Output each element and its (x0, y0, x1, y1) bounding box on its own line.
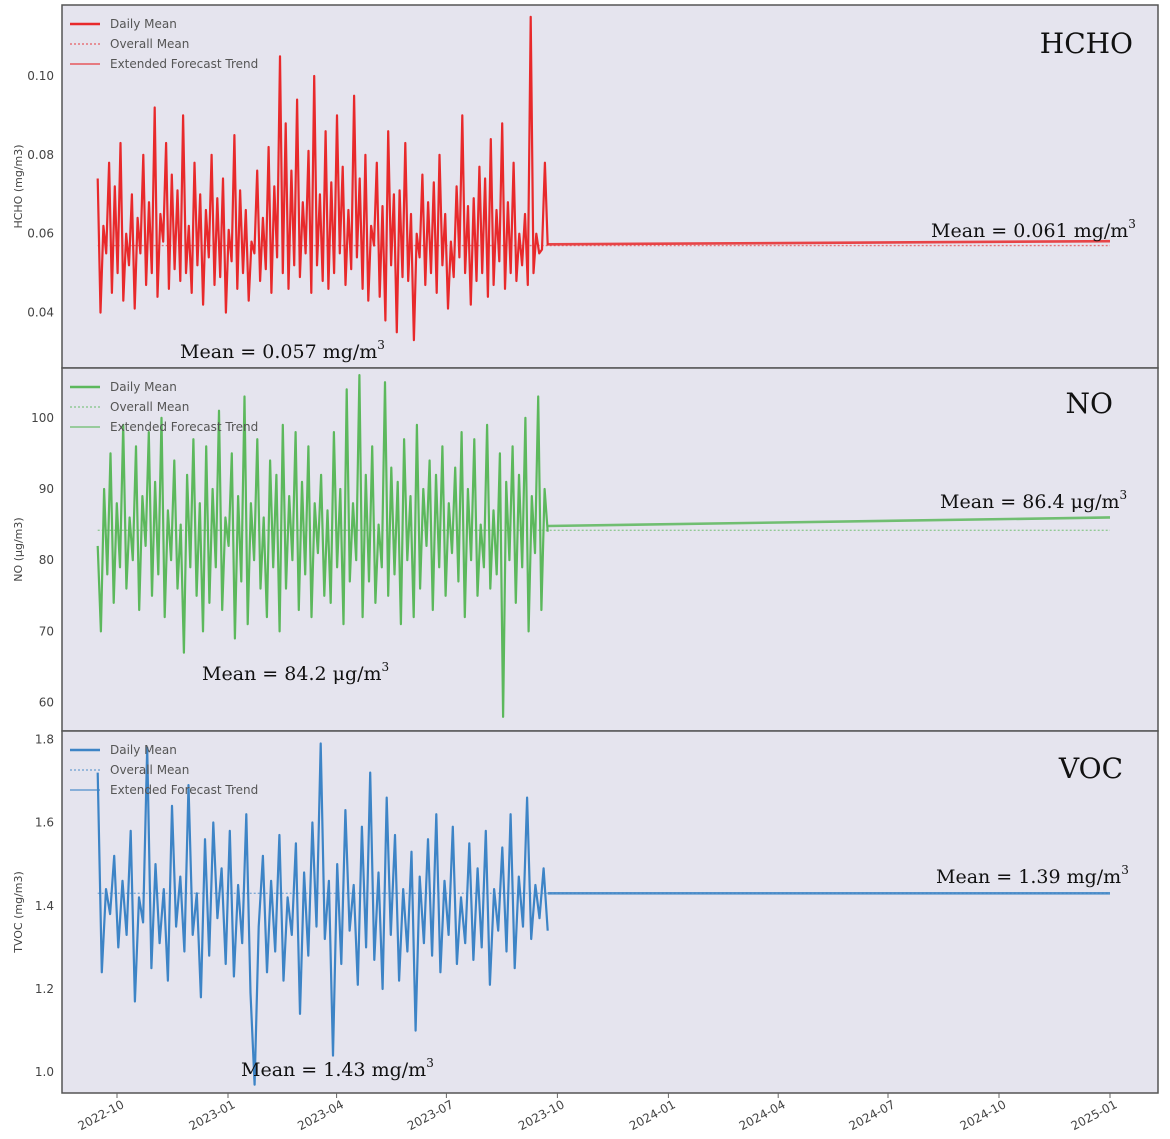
panel-title: NO (1066, 387, 1113, 420)
annotation-right: Mean = 86.4 μg/m3 (940, 488, 1127, 513)
legend: Daily Mean Overall Mean Extended Forecast … (70, 743, 258, 797)
x-tick-label: 2024-01 (627, 1097, 678, 1133)
legend-label: Overall Mean (110, 37, 189, 51)
legend: Daily Mean Overall Mean Extended Forecast … (70, 17, 258, 71)
legend: Daily Mean Overall Mean Extended Forecast … (70, 380, 258, 434)
y-tick-label: 100 (31, 411, 54, 425)
y-tick-label: 0.04 (27, 306, 54, 320)
x-tick-label: 2022-10 (76, 1097, 127, 1133)
legend-label: Daily Mean (110, 380, 177, 394)
x-tick-label: 2024-10 (958, 1097, 1009, 1133)
y-axis-label: HCHO (mg/m3) (12, 144, 25, 228)
x-tick-label: 2023-10 (516, 1097, 567, 1133)
legend-label: Overall Mean (110, 763, 189, 777)
legend-label: Overall Mean (110, 400, 189, 414)
y-tick-label: 70 (39, 624, 54, 638)
x-tick-label: 2023-01 (187, 1097, 238, 1133)
panel-title: HCHO (1040, 27, 1133, 60)
annotation-left: Mean = 1.43 mg/m3 (241, 1056, 434, 1081)
y-tick-label: 60 (39, 696, 54, 710)
daily-mean-series (96, 374, 549, 718)
plot-area (61, 730, 1159, 1094)
legend-label: Extended Forecast Trend (110, 420, 258, 434)
y-tick-label: 1.6 (35, 816, 54, 830)
plot-area (61, 4, 1159, 369)
x-axis: 2022-10 2023-01 2023-04 2023-07 2023-10 2024-… (76, 1093, 1120, 1133)
panel-no: 60 70 80 90 100 NO (μg/m3) Daily Mean Overall M… (12, 367, 1159, 732)
y-tick-label: 80 (39, 553, 54, 567)
y-axis-label: TVOC (mg/m3) (12, 871, 25, 954)
y-tick-label: 0.06 (27, 227, 54, 241)
panel-title: VOC (1058, 752, 1123, 785)
daily-mean-series (96, 742, 549, 1086)
annotation-right: Mean = 1.39 mg/m3 (936, 863, 1129, 888)
y-tick-label: 1.4 (35, 899, 54, 913)
annotation-left: Mean = 84.2 μg/m3 (202, 660, 389, 685)
annotation-left: Mean = 0.057 mg/m3 (180, 338, 385, 363)
forecast-trend-line (547, 516, 1111, 528)
legend-label: Daily Mean (110, 743, 177, 757)
legend-label: Extended Forecast Trend (110, 57, 258, 71)
y-tick-label: 0.08 (27, 148, 54, 162)
y-tick-label: 1.8 (35, 732, 54, 746)
y-tick-label: 90 (39, 482, 54, 496)
x-tick-label: 2025-01 (1069, 1097, 1120, 1133)
y-tick-label: 1.2 (35, 982, 54, 996)
panel-hcho: 0.04 0.06 0.08 0.10 HCHO (mg/m3) Daily Mean Ov… (12, 4, 1159, 369)
x-tick-label: 2024-04 (737, 1097, 788, 1133)
y-tick-label: 0.10 (27, 69, 54, 83)
x-tick-label: 2024-07 (847, 1097, 898, 1133)
legend-label: Daily Mean (110, 17, 177, 31)
annotation-right: Mean = 0.061 mg/m3 (931, 217, 1136, 242)
panel-voc: 1.0 1.2 1.4 1.6 1.8 TVOC (mg/m3) Daily Mean Ove… (12, 730, 1159, 1094)
legend-label: Extended Forecast Trend (110, 783, 258, 797)
x-tick-label: 2023-07 (405, 1097, 456, 1133)
y-axis-label: NO (μg/m3) (12, 517, 25, 581)
forecast-trend-line (547, 239, 1111, 246)
y-tick-label: 1.0 (35, 1065, 54, 1079)
daily-mean-series (96, 15, 549, 342)
x-tick-label: 2023-04 (295, 1097, 346, 1133)
